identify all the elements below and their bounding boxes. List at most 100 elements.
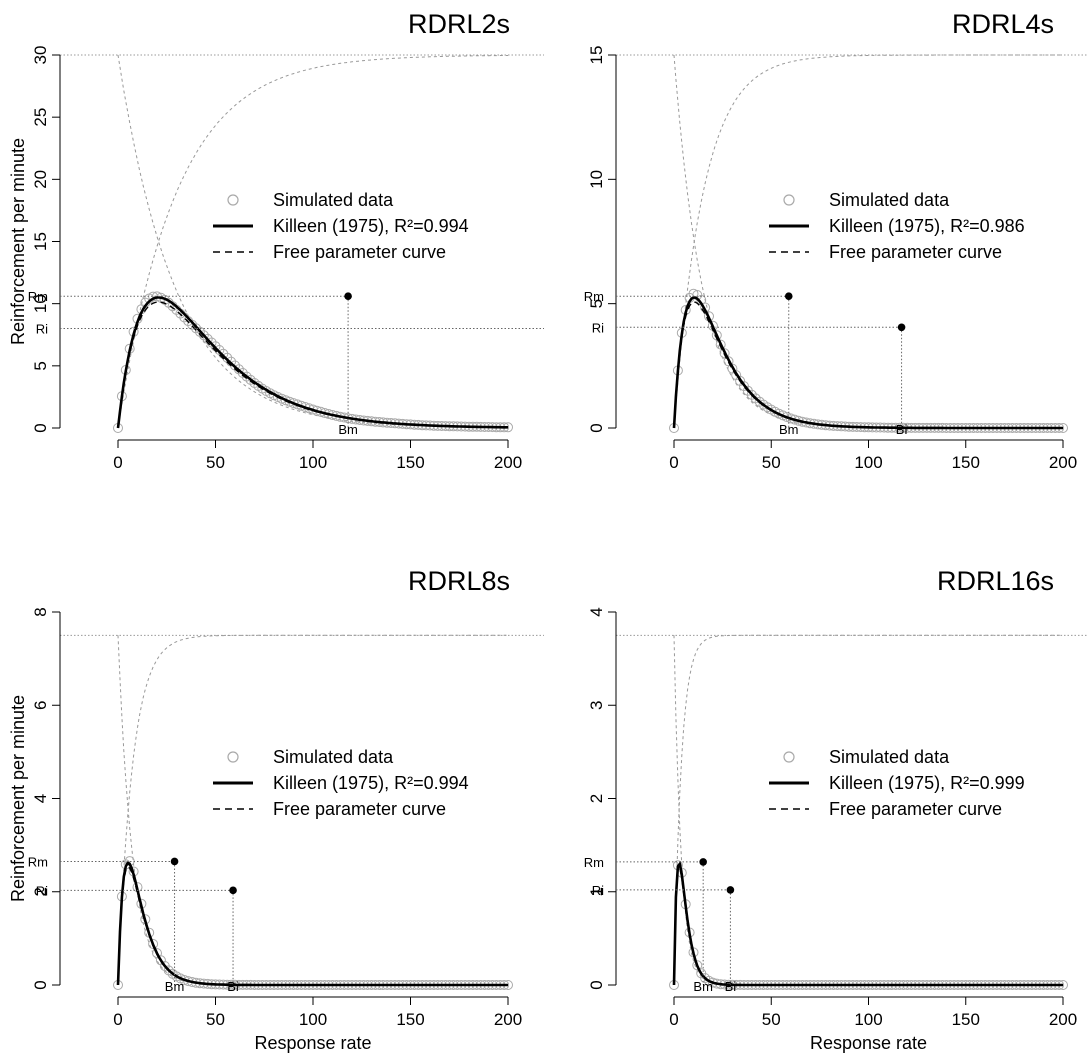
- free-parameter-curve: [673, 301, 1063, 429]
- legend: Simulated data Killeen (1975), R²=0.999 Fr…: [769, 747, 1025, 819]
- legend-label-free: Free parameter curve: [829, 242, 1002, 262]
- x-tick-label: 100: [299, 1010, 327, 1029]
- simulated-point: [194, 326, 205, 337]
- simulated-point: [719, 348, 730, 359]
- legend: Simulated data Killeen (1975), R²=0.986 Fr…: [769, 190, 1025, 262]
- rm-label: Rm: [28, 854, 48, 869]
- bi-label: Bi: [896, 422, 908, 437]
- bm-label: Bm: [779, 422, 799, 437]
- simulated-point: [187, 319, 198, 330]
- ri-label: Ri: [36, 322, 48, 337]
- x-tick-label: 0: [669, 453, 678, 472]
- y-tick-label: 0: [31, 980, 50, 989]
- ri-label: Ri: [592, 320, 604, 335]
- panel-title: RDRL4s: [952, 9, 1054, 39]
- y-tick-label: 15: [31, 232, 50, 251]
- simulated-point: [226, 356, 237, 367]
- legend-label-killeen: Killeen (1975), R²=0.994: [273, 773, 469, 793]
- legend-label-simulated: Simulated data: [829, 190, 950, 210]
- legend-label-free: Free parameter curve: [273, 799, 446, 819]
- legend-symbol-points: [227, 751, 239, 763]
- x-axis: 0 50 100 150 200: [669, 996, 1077, 1029]
- legend: Simulated data Killeen (1975), R²=0.994 Fr…: [213, 747, 469, 819]
- x-tick-label: 150: [952, 1010, 980, 1029]
- inflection-point: [897, 323, 906, 332]
- y-axis: 0 2 4 6 8: [31, 607, 61, 990]
- simulated-point: [198, 330, 209, 341]
- panel-rdrl2s: 0 5 10 15 20 25 30 0 50 100 150 200 Reinforcement pe…: [8, 9, 544, 472]
- feedback-curve: [673, 54, 1063, 429]
- simulated-point: [746, 389, 757, 400]
- x-tick-label: 100: [854, 1010, 882, 1029]
- marker-group: Rm Bm Ri Bi: [584, 855, 737, 994]
- y-axis-title: Reinforcement per minute: [8, 138, 28, 345]
- inflection-point: [229, 886, 237, 895]
- x-axis: 0 50 100 150 200: [669, 439, 1077, 472]
- y-tick-label: 10: [31, 294, 50, 313]
- bi-label: Bi: [227, 979, 239, 994]
- y-tick-label: 30: [31, 46, 50, 65]
- simulated-points: [669, 860, 1068, 990]
- y-tick-label: 3: [587, 701, 606, 710]
- y-tick-label: 2: [31, 887, 50, 896]
- legend-label-simulated: Simulated data: [273, 747, 394, 767]
- simulated-points: [113, 856, 513, 990]
- simulated-point: [163, 965, 174, 976]
- x-tick-label: 50: [762, 453, 781, 472]
- x-tick-label: 50: [762, 1010, 781, 1029]
- y-axis: 0 5 10 15: [587, 46, 617, 433]
- inflection-point: [726, 886, 735, 894]
- x-tick-label: 0: [669, 1010, 678, 1029]
- y-tick-label: 4: [587, 607, 606, 616]
- legend-label-simulated: Simulated data: [273, 190, 394, 210]
- rm-label: Rm: [584, 855, 604, 870]
- killeen-curve: [116, 860, 508, 987]
- x-tick-label: 50: [206, 453, 225, 472]
- panel-rdrl16s: 0 1 2 3 4 0 50 100 150 200 Response rate RDRL16s Rm B…: [584, 566, 1088, 1053]
- simulated-point: [692, 960, 703, 971]
- y-tick-label: 20: [31, 170, 50, 189]
- simulated-point: [735, 375, 746, 386]
- marker-group: Rm Bm Ri: [28, 289, 544, 437]
- x-axis-title: Response rate: [254, 1033, 371, 1053]
- x-tick-label: 200: [494, 1010, 522, 1029]
- max-point: [699, 858, 707, 866]
- y-tick-label: 6: [31, 701, 50, 710]
- simulated-point: [237, 368, 248, 378]
- y-tick-label: 8: [31, 607, 50, 616]
- x-tick-label: 0: [113, 453, 122, 472]
- legend-label-free: Free parameter curve: [829, 799, 1002, 819]
- y-axis: 0 5 10 15 20 25 30: [31, 46, 61, 433]
- panel-title: RDRL2s: [408, 9, 510, 39]
- free-parameter-curve: [673, 866, 1063, 986]
- x-tick-label: 100: [299, 453, 327, 472]
- y-tick-label: 15: [587, 46, 606, 65]
- y-tick-label: 0: [587, 423, 606, 432]
- ri-label: Ri: [592, 883, 604, 898]
- y-tick-label: 5: [31, 361, 50, 370]
- x-tick-label: 150: [952, 453, 980, 472]
- rm-label: Rm: [584, 289, 604, 304]
- x-tick-label: 200: [1049, 1010, 1077, 1029]
- panel-rdrl8s: 0 2 4 6 8 0 50 100 150 200 Reinforcement per minut…: [8, 566, 544, 1053]
- x-tick-label: 200: [1049, 453, 1077, 472]
- y-tick-label: 2: [587, 794, 606, 803]
- legend-symbol-points: [783, 751, 795, 763]
- x-tick-label: 100: [854, 453, 882, 472]
- free-parameter-curve: [117, 866, 508, 986]
- demand-curve: [117, 54, 508, 428]
- bm-label: Bm: [693, 979, 713, 994]
- legend-label-killeen: Killeen (1975), R²=0.986: [829, 216, 1025, 236]
- max-point: [784, 292, 793, 301]
- bm-label: Bm: [338, 422, 358, 437]
- max-point: [170, 857, 179, 866]
- feedback-curve: [673, 634, 1063, 986]
- legend-label-free: Free parameter curve: [273, 242, 446, 262]
- legend: Simulated data Killeen (1975), R²=0.994 Fr…: [213, 190, 469, 262]
- rm-label: Rm: [28, 289, 48, 304]
- max-point: [344, 292, 352, 301]
- marker-group: Rm Bm Ri Bi: [28, 854, 239, 994]
- y-tick-label: 10: [587, 170, 606, 189]
